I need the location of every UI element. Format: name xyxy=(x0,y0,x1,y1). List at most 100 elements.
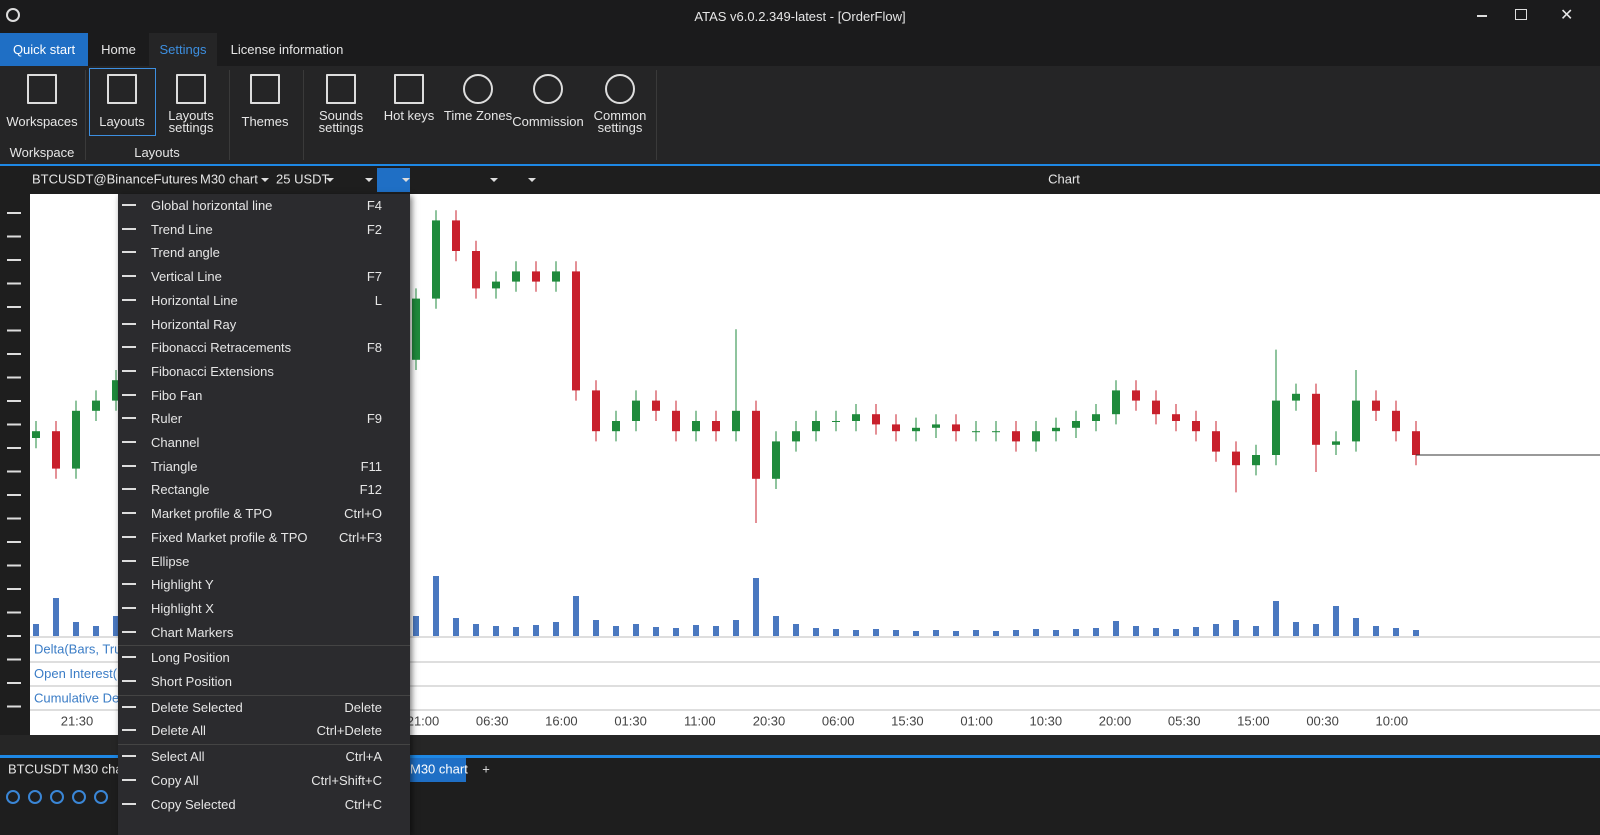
menu-item[interactable]: Chart Markers xyxy=(118,621,410,644)
volume-bar xyxy=(513,627,519,636)
volume-bar xyxy=(993,631,999,636)
menu-shortcut: F7 xyxy=(366,269,382,285)
menu-item[interactable]: Ellipse xyxy=(118,550,410,573)
dropdown-arrow xyxy=(326,178,334,182)
volume-bar xyxy=(33,624,39,636)
time-label: 21:00 xyxy=(407,713,440,728)
app-logo xyxy=(6,8,20,22)
volume-bar xyxy=(1133,626,1139,636)
candle-body xyxy=(932,424,940,428)
menu-item[interactable]: Fibonacci Extensions xyxy=(118,360,410,383)
ribbon-button[interactable]: Layouts settings xyxy=(168,108,214,135)
ribbon-button[interactable]: Themes xyxy=(241,114,289,129)
menu-item[interactable]: Highlight Y xyxy=(118,573,410,596)
menu-label: Trend Line xyxy=(151,221,213,237)
menu-shortcut: F11 xyxy=(360,458,382,474)
menu-item[interactable]: Ruler F9 xyxy=(118,407,410,430)
menu-separator xyxy=(118,694,410,696)
menu-item[interactable]: Horizontal Ray xyxy=(118,313,410,336)
menu-item[interactable]: Highlight X xyxy=(118,597,410,620)
candle-body xyxy=(1012,431,1020,442)
menu-item[interactable]: Trend Line F2 xyxy=(118,218,410,241)
status-icon xyxy=(6,790,20,804)
candle-body xyxy=(92,400,100,411)
volume-bar xyxy=(1213,624,1219,636)
volume-bar xyxy=(1233,620,1239,636)
ribbon-button[interactable]: Time Zones xyxy=(443,108,513,123)
menu-item[interactable]: Vertical Line F7 xyxy=(118,265,410,288)
menu-icon xyxy=(122,204,136,206)
menu-shortcut: F8 xyxy=(366,340,382,356)
menu-icon xyxy=(122,464,136,467)
time-label: 11:00 xyxy=(684,713,716,728)
candle-body xyxy=(112,380,120,401)
time-label: 01:30 xyxy=(614,713,647,728)
volume-bar xyxy=(973,630,979,636)
menu-shortcut: Ctrl+Shift+C xyxy=(311,772,382,788)
volume-bar xyxy=(653,627,659,636)
volume-bar xyxy=(673,628,679,636)
volume-bar xyxy=(753,578,759,636)
ribbon-button[interactable]: Hot keys xyxy=(383,108,435,123)
menu-icon xyxy=(122,729,136,732)
volume-bar xyxy=(1373,626,1379,636)
menu-icon xyxy=(122,251,136,254)
menu-item[interactable]: Fixed Market profile & TPO Ctrl+F3 xyxy=(118,526,410,549)
candle-body xyxy=(472,251,480,289)
menu-item[interactable]: Fibonacci Retracements F8 xyxy=(118,336,410,359)
menu-item[interactable]: Global horizontal line F4 xyxy=(118,194,410,217)
menu-icon xyxy=(122,755,136,758)
ribbon-tab[interactable]: Settings xyxy=(149,33,217,66)
menu-icon xyxy=(122,535,136,538)
menu-item[interactable]: Trend angle xyxy=(118,241,410,264)
menu-label: Trend angle xyxy=(151,245,220,261)
menu-item[interactable]: Rectangle F12 xyxy=(118,478,410,501)
time-label: 15:30 xyxy=(891,713,924,728)
menu-item[interactable]: Copy All Ctrl+Shift+C xyxy=(118,769,410,792)
new-tab[interactable]: + xyxy=(482,761,490,776)
maximize-button[interactable] xyxy=(1515,9,1527,20)
ribbon-tab[interactable]: Quick start xyxy=(0,33,88,66)
menu-icon xyxy=(122,705,136,708)
menu-label: Fibonacci Retracements xyxy=(151,340,292,356)
ribbon-button[interactable]: Commission xyxy=(512,114,584,129)
menu-item[interactable]: Triangle F11 xyxy=(118,455,410,478)
minimize-button[interactable] xyxy=(1477,15,1487,17)
menu-item[interactable]: Channel xyxy=(118,431,410,454)
ribbon-button[interactable]: Sounds settings xyxy=(318,108,364,135)
menu-label: Ruler xyxy=(151,411,183,427)
menu-shortcut: F12 xyxy=(359,482,382,498)
menu-item[interactable]: Delete All Ctrl+Delete xyxy=(118,719,410,742)
candle-body xyxy=(1272,400,1280,455)
ribbon-button[interactable]: Layouts xyxy=(99,114,145,129)
menu-item[interactable]: Copy Selected Ctrl+C xyxy=(118,793,410,816)
candle-body xyxy=(712,421,720,432)
candle-body xyxy=(432,220,440,299)
tool-icon xyxy=(7,376,21,379)
candle-body xyxy=(412,298,420,360)
menu-item[interactable]: Fibo Fan xyxy=(118,384,410,407)
ribbon-tab[interactable]: Home xyxy=(101,42,136,57)
close-button[interactable]: ✕ xyxy=(1560,7,1574,24)
volume-bar xyxy=(1193,627,1199,636)
volume-bar xyxy=(833,629,839,636)
menu-icon xyxy=(122,802,136,805)
candle-body xyxy=(1352,400,1360,442)
menu-item[interactable]: Horizontal Line L xyxy=(118,289,410,312)
ribbon-button[interactable]: Common settings xyxy=(593,108,647,135)
menu-item[interactable]: Long Position xyxy=(118,646,410,669)
ribbon-tab[interactable]: License information xyxy=(230,42,344,57)
tool-sidebar xyxy=(0,194,30,744)
menu-item[interactable]: Market profile & TPO Ctrl+O xyxy=(118,502,410,525)
ribbon-button[interactable]: Workspaces xyxy=(6,114,78,129)
time-label: 00:30 xyxy=(1306,713,1339,728)
candle-body xyxy=(1072,421,1080,428)
menu-item[interactable]: Delete Selected Delete xyxy=(118,696,410,719)
ribbon-separator xyxy=(229,70,230,160)
menu-item[interactable]: Short Position xyxy=(118,670,410,693)
menu-icon xyxy=(122,778,136,781)
menu-shortcut: Ctrl+O xyxy=(344,506,382,522)
tool-icon xyxy=(7,400,21,402)
menu-item[interactable]: Select All Ctrl+A xyxy=(118,745,410,768)
menu-icon xyxy=(122,441,136,443)
